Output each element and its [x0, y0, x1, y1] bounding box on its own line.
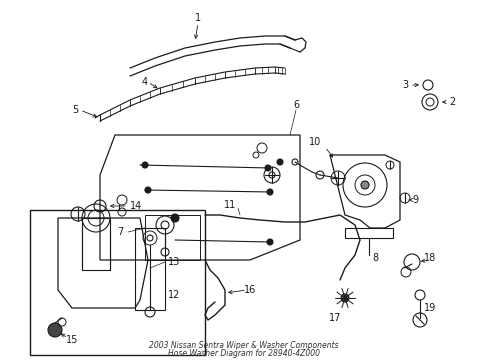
- Circle shape: [266, 189, 272, 195]
- Circle shape: [264, 165, 270, 171]
- Text: 15: 15: [66, 335, 78, 345]
- Text: 7: 7: [117, 227, 123, 237]
- Text: 16: 16: [244, 285, 256, 295]
- Text: 2003 Nissan Sentra Wiper & Washer Components: 2003 Nissan Sentra Wiper & Washer Compon…: [149, 342, 338, 351]
- Circle shape: [276, 159, 283, 165]
- Bar: [82, 218, 110, 270]
- Text: 1: 1: [195, 13, 201, 23]
- Bar: [145, 215, 200, 260]
- Circle shape: [142, 162, 148, 168]
- Bar: [345, 228, 392, 238]
- Text: 10: 10: [308, 137, 321, 147]
- Bar: [30, 210, 204, 355]
- Bar: [135, 228, 164, 310]
- Text: 17: 17: [328, 313, 341, 323]
- Circle shape: [360, 181, 368, 189]
- Text: 11: 11: [224, 200, 236, 210]
- Text: 14: 14: [130, 201, 142, 211]
- Circle shape: [145, 187, 151, 193]
- Text: 6: 6: [292, 100, 299, 110]
- Circle shape: [171, 214, 179, 222]
- Text: 3: 3: [401, 80, 407, 90]
- Circle shape: [48, 323, 62, 337]
- Text: Hose Washer Diagram for 28940-4Z000: Hose Washer Diagram for 28940-4Z000: [168, 348, 319, 357]
- Text: 5: 5: [72, 105, 78, 115]
- Text: 13: 13: [168, 257, 180, 267]
- Text: 4: 4: [142, 77, 148, 87]
- Circle shape: [266, 239, 272, 245]
- Text: 18: 18: [423, 253, 435, 263]
- Text: 9: 9: [411, 195, 417, 205]
- Text: 19: 19: [423, 303, 435, 313]
- Text: 12: 12: [168, 290, 180, 300]
- Text: 2: 2: [448, 97, 454, 107]
- Text: 8: 8: [371, 253, 377, 263]
- Circle shape: [340, 294, 348, 302]
